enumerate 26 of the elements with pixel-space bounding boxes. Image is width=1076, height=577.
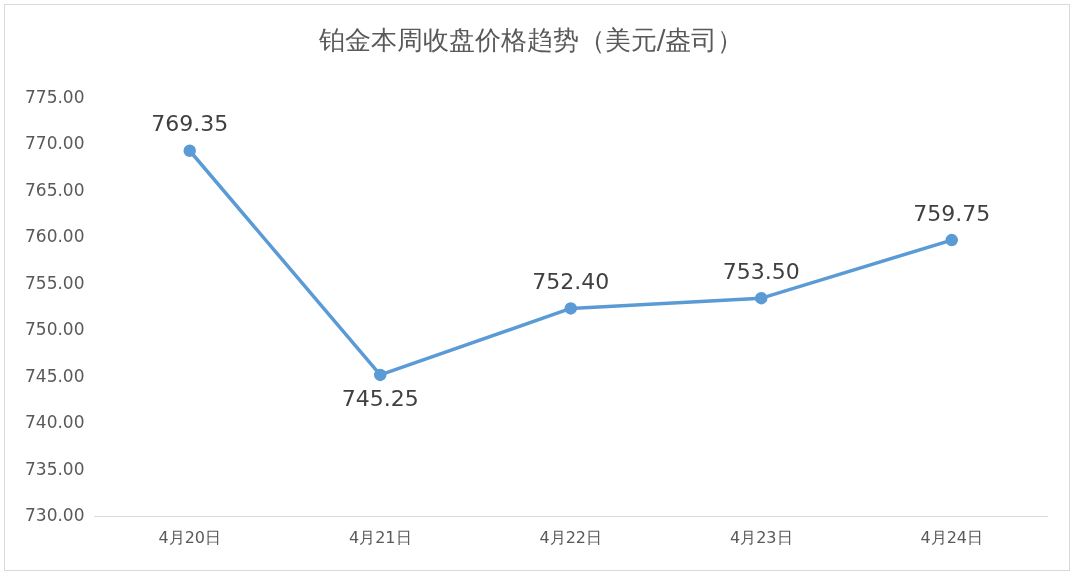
point [945,233,958,247]
y-tick-label: 750.00 [25,319,85,340]
data-label: 752.40 [532,269,610,295]
point [373,368,387,382]
x-tick-label: 4月24日 [920,527,984,547]
y-tick-label: 755.00 [25,272,85,293]
data-label: 759.75 [913,200,991,226]
y-tick-label: 735.00 [25,458,85,479]
y-tick-label: 765.00 [25,179,85,200]
data-label: 753.50 [722,258,800,284]
x-tick-label: 4月22日 [539,527,603,547]
y-tick-label: 745.00 [25,365,85,386]
x-tick-label: 4月20日 [158,527,222,547]
x-tick-label: 4月23日 [729,527,793,547]
data-label: 745.25 [341,385,419,411]
y-tick-label: 775.00 [25,86,85,107]
data-label: 769.35 [151,111,229,137]
point [564,302,577,315]
point [755,291,768,305]
x-tick-label: 4月21日 [348,527,412,547]
y-tick-label: 770.00 [25,133,85,154]
y-tick-label: 730.00 [25,505,85,526]
y-tick-label: 740.00 [25,412,85,433]
point [183,144,196,158]
chart-title: 铂金本周收盘价格趋势（美元/盎司） [317,25,744,56]
y-tick-label: 760.00 [25,226,85,247]
